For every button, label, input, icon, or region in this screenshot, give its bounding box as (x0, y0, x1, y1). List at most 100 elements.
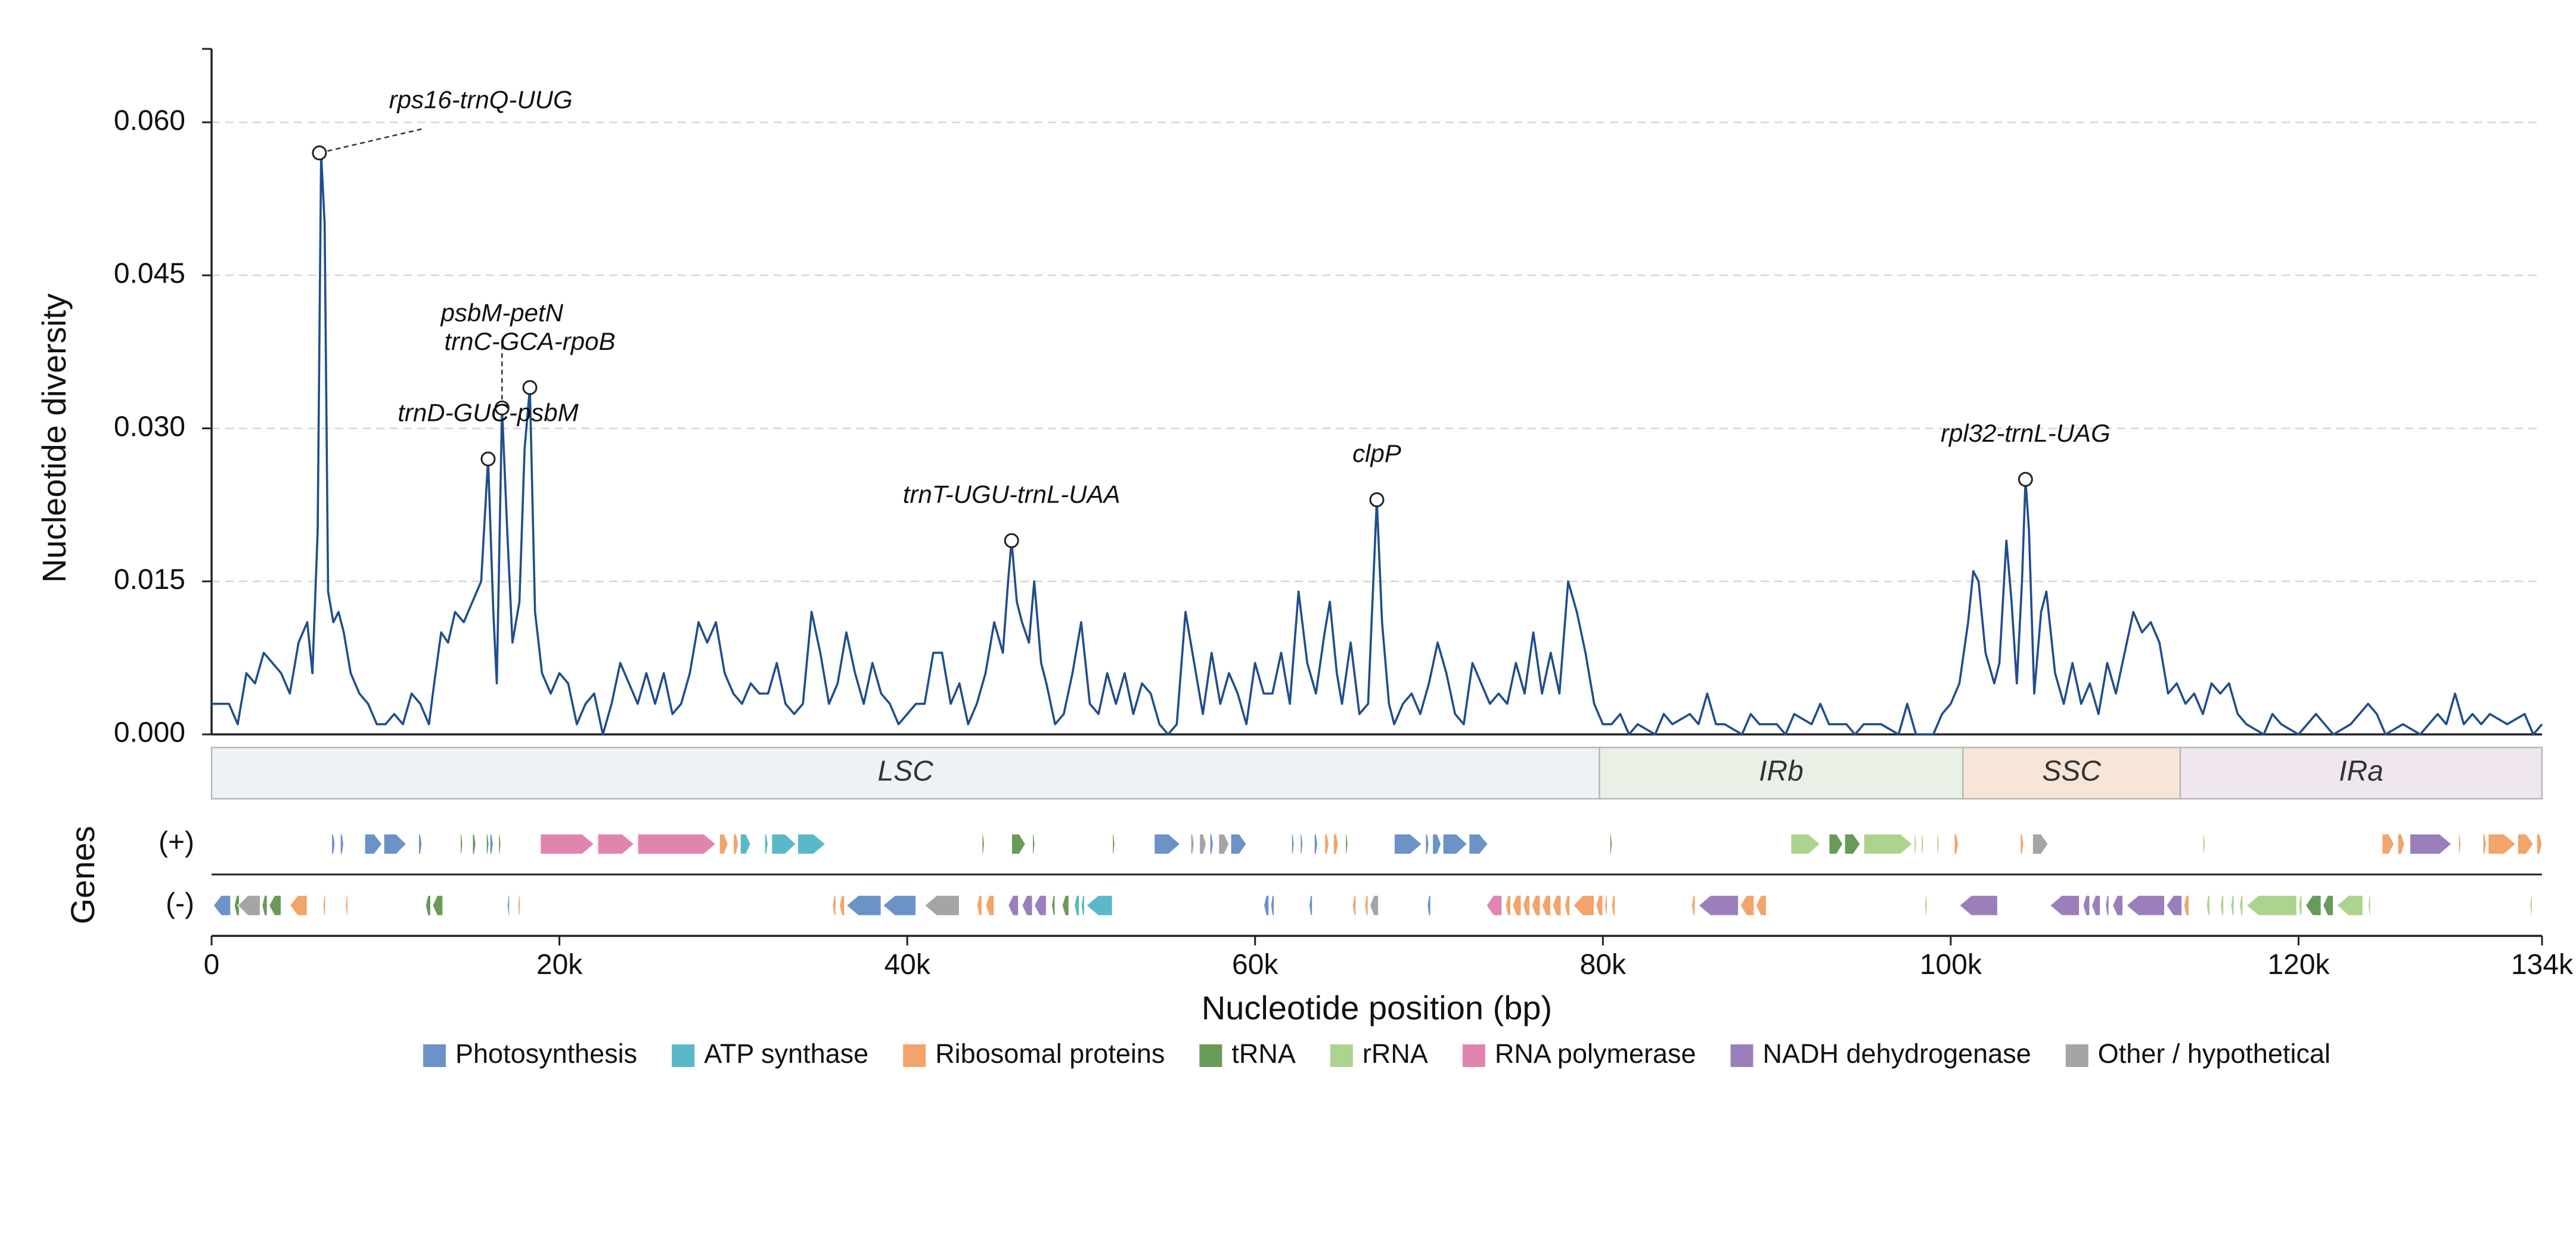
gene-arrow (2183, 895, 2190, 916)
gene-arrow (2206, 895, 2211, 916)
gene-arrow (733, 833, 739, 855)
gene-arrow (2239, 895, 2243, 916)
gene-arrow (1314, 833, 1318, 855)
gene-arrow (1007, 895, 1019, 916)
gene-arrow (289, 895, 308, 916)
legend-label: Photosynthesis (455, 1038, 637, 1069)
legend-swatch (1462, 1044, 1485, 1067)
diversity-plot (212, 151, 2543, 736)
gene-arrow (432, 895, 443, 916)
gene-arrow (1393, 833, 1423, 855)
y-tick-label: 0.000 (114, 717, 185, 749)
legend-swatch (672, 1044, 695, 1067)
gene-arrow (364, 833, 383, 855)
legend-item: Photosynthesis (423, 1038, 637, 1069)
legend-label: NADH dehydrogenase (1763, 1038, 2031, 1069)
gene-arrow (1924, 895, 1928, 916)
peak-label: trnC-GCA-rpoB (444, 327, 615, 355)
gene-arrow (1209, 833, 1214, 855)
legend-item: NADH dehydrogenase (1730, 1038, 2031, 1069)
gene-arrow (1426, 895, 1432, 916)
gene-arrow (498, 833, 502, 855)
gene-arrow (1324, 833, 1330, 855)
gene-arrow (2165, 895, 2183, 916)
gene-arrow (1062, 895, 1070, 916)
gene-arrow (234, 895, 240, 916)
gene-arrow (1505, 895, 1512, 916)
gene-arrow (1230, 833, 1247, 855)
gene-arrow (2082, 895, 2091, 916)
x-tick-label: 120k (2267, 949, 2330, 981)
y-axis-title: Nucleotide diversity (35, 293, 73, 583)
gene-arrow (1512, 895, 1522, 916)
x-tick-label: 60k (1232, 949, 1278, 981)
gene-arrow (1604, 895, 1608, 916)
gene-arrow (1959, 895, 1998, 916)
legend-label: rRNA (1363, 1038, 1428, 1069)
region-box (2179, 746, 2543, 800)
legend-swatch (1330, 1044, 1353, 1067)
legend-item: Other / hypothetical (2065, 1038, 2330, 1069)
gene-arrow (1270, 895, 1275, 916)
gene-arrow (2230, 895, 2235, 916)
gene-arrow (2202, 833, 2206, 855)
gene-arrow (539, 833, 595, 855)
gene-arrow (268, 895, 282, 916)
peak-label: rps16-trnQ-UUG (389, 85, 573, 113)
gene-arrow (2409, 833, 2453, 855)
peak-marker (312, 145, 327, 161)
peak-label: trnD-GUC-psbM (398, 399, 578, 427)
legend-label: RNA polymerase (1495, 1038, 1696, 1069)
gene-arrow (1755, 895, 1767, 916)
gene-arrow (1081, 895, 1085, 916)
peak-leader-line (319, 128, 425, 154)
peak-label: psbM-petN (440, 299, 564, 327)
gene-arrow (740, 833, 752, 855)
peak-marker (522, 380, 538, 395)
gene-arrow (1085, 895, 1113, 916)
gene-arrow (1828, 833, 1843, 855)
gene-arrow (2397, 833, 2406, 855)
gene-arrow (1345, 833, 1349, 855)
region-box (1962, 746, 2181, 800)
gene-arrow (1333, 833, 1339, 855)
gene-arrow (1432, 833, 1442, 855)
gene-arrow (2305, 895, 2322, 916)
region-track: LSC IRb SSC IRa (210, 746, 2543, 800)
y-tick-label: 0.030 (114, 411, 185, 442)
x-tick-label: 100k (1920, 949, 1982, 981)
gene-arrow (1691, 895, 1696, 916)
strand-plus-label: (+) (159, 827, 194, 858)
x-tick-label: 80k (1580, 949, 1627, 981)
gene-arrow (1522, 895, 1531, 916)
gene-arrow (1697, 895, 1739, 916)
gene-arrow (507, 895, 510, 916)
gene-arrow (2381, 833, 2395, 855)
gene-arrow (2112, 895, 2124, 916)
diversity-series-line (212, 151, 2543, 736)
gene-arrow (1153, 833, 1181, 855)
gene-arrow (2529, 895, 2533, 916)
gene-arrow (1953, 833, 1959, 855)
gene-arrow (1531, 895, 1541, 916)
gene-arrow (1442, 833, 1468, 855)
legend-label: tRNA (1231, 1038, 1296, 1069)
gene-arrow (237, 895, 261, 916)
gene-arrow (1844, 833, 1861, 855)
gene-arrow (1920, 833, 1925, 855)
gene-arrow (1011, 833, 1026, 855)
legend-label: Other / hypothetical (2098, 1038, 2330, 1069)
gene-arrow (340, 833, 344, 855)
peak-marker (2018, 472, 2033, 487)
gene-arrow (2517, 833, 2534, 855)
y-tick-label: 0.045 (114, 258, 185, 290)
gene-arrow (1424, 833, 1430, 855)
gene-arrow (831, 895, 837, 916)
region-box (1599, 746, 1964, 800)
gene-arrow (637, 833, 717, 855)
y-tick-label: 0.015 (114, 564, 185, 596)
gene-arrow (212, 895, 231, 916)
legend-swatch (1730, 1044, 1753, 1067)
gene-arrow (2220, 895, 2224, 916)
gene-arrow (839, 895, 845, 916)
